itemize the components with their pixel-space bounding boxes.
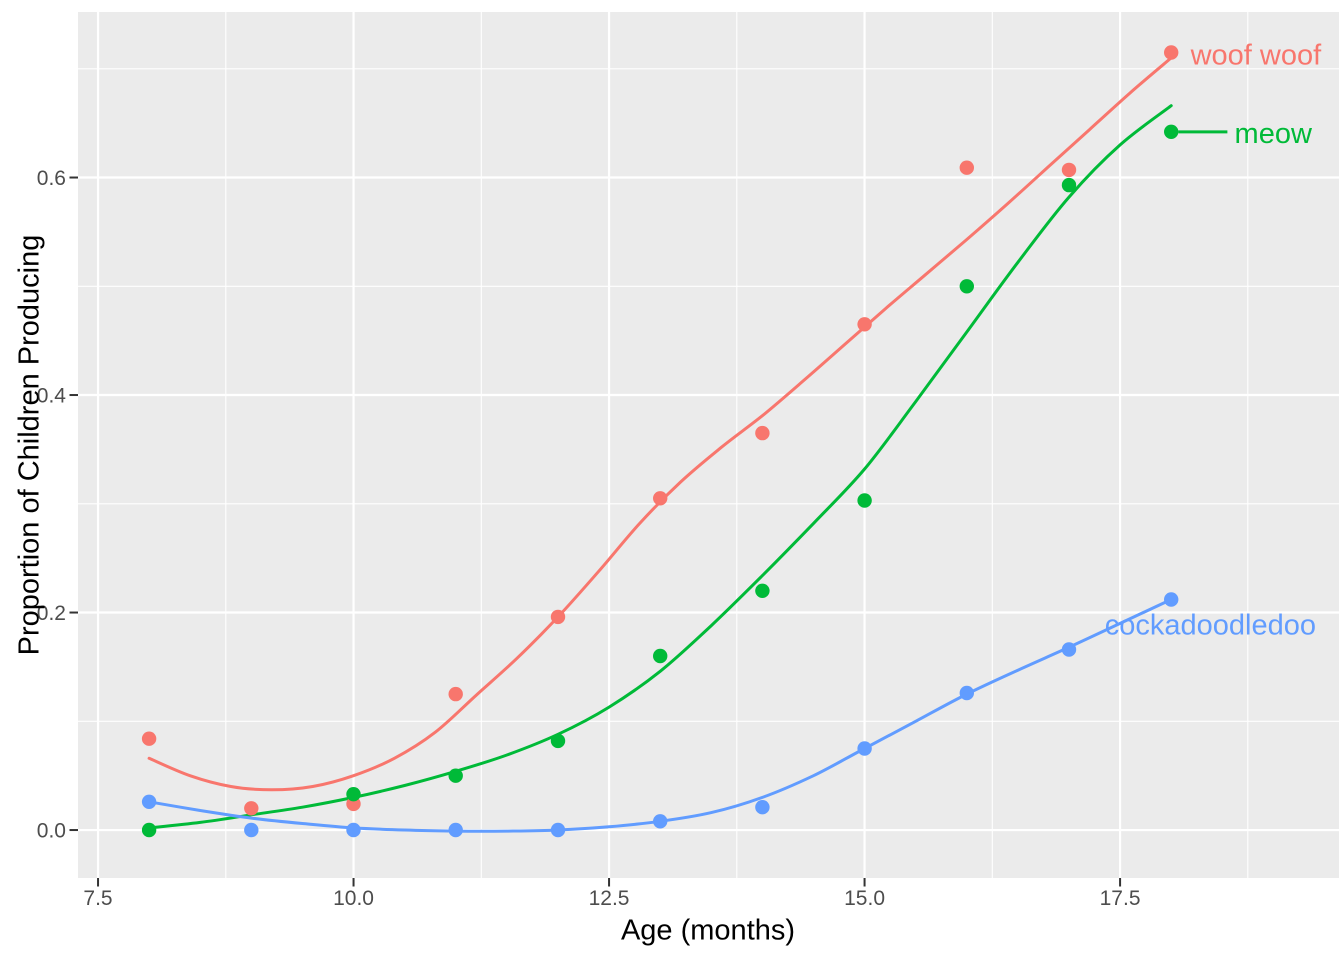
data-point-cockadoodledoo bbox=[653, 814, 668, 829]
data-point-woof-woof bbox=[857, 317, 872, 332]
data-point-cockadoodledoo bbox=[141, 794, 157, 809]
x-axis-title: Age (months) bbox=[620, 914, 796, 947]
panel-background bbox=[78, 12, 1339, 878]
data-point-cockadoodledoo bbox=[550, 822, 566, 838]
data-point-woof-woof bbox=[244, 801, 259, 816]
x-tick-label: 15.0 bbox=[844, 887, 885, 910]
smooth-line-meow bbox=[147, 104, 1173, 830]
data-point-meow bbox=[346, 787, 361, 802]
data-point-cockadoodledoo bbox=[1061, 642, 1077, 657]
data-point-woof-woof bbox=[1061, 162, 1077, 178]
data-point-woof-woof bbox=[755, 425, 770, 441]
data-point-woof-woof bbox=[141, 731, 157, 746]
y-axis-title: Proportion of Children Producing bbox=[13, 234, 46, 656]
data-point-meow bbox=[959, 279, 974, 294]
y-tick-label: 0.2 bbox=[37, 602, 66, 625]
data-point-meow bbox=[448, 768, 463, 783]
data-point-cockadoodledoo bbox=[959, 685, 974, 701]
data-point-cockadoodledoo bbox=[448, 822, 463, 838]
data-point-cockadoodledoo bbox=[857, 741, 872, 756]
data-point-woof-woof bbox=[1164, 45, 1179, 60]
x-tick-label: 17.5 bbox=[1100, 887, 1141, 910]
y-tick-label: 0.0 bbox=[37, 820, 66, 843]
data-point-cockadoodledoo bbox=[1164, 592, 1179, 607]
data-point-meow bbox=[1061, 177, 1077, 193]
series-label-meow: meow bbox=[1235, 118, 1313, 150]
data-point-woof-woof bbox=[653, 491, 668, 506]
data-point-cockadoodledoo bbox=[755, 800, 770, 815]
data-point-woof-woof bbox=[959, 160, 974, 175]
data-point-cockadoodledoo bbox=[244, 822, 259, 838]
data-point-meow bbox=[755, 583, 770, 598]
x-tick-label: 7.5 bbox=[83, 887, 112, 910]
x-tick-label: 10.0 bbox=[333, 887, 374, 910]
data-point-woof-woof bbox=[550, 609, 566, 625]
data-point-meow bbox=[857, 493, 872, 508]
data-point-meow bbox=[550, 733, 566, 749]
series-label-woof-woof: woof woof bbox=[1190, 40, 1323, 72]
y-tick-label: 0.6 bbox=[37, 167, 66, 190]
data-point-woof-woof bbox=[448, 686, 463, 702]
data-point-meow bbox=[141, 822, 157, 838]
x-tick-label: 12.5 bbox=[589, 887, 630, 910]
data-point-meow bbox=[1164, 124, 1179, 139]
data-point-cockadoodledoo bbox=[346, 822, 361, 838]
series-label-cockadoodledoo: cockadoodledoo bbox=[1105, 609, 1316, 641]
data-point-meow bbox=[653, 648, 668, 664]
y-tick-label: 0.4 bbox=[37, 385, 67, 408]
